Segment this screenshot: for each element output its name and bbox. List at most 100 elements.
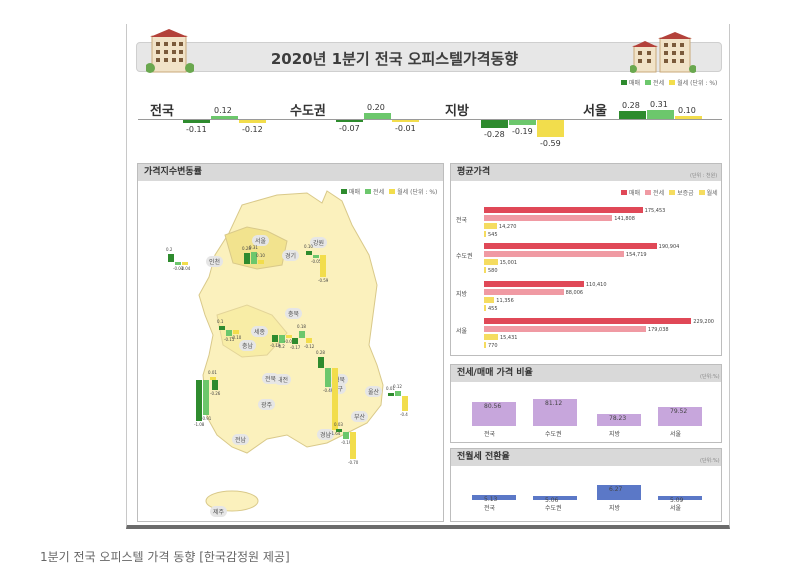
ratio-title: 전세/매매 가격 비율 — [451, 365, 721, 382]
avg-bar — [484, 231, 486, 237]
map-bar — [388, 393, 394, 396]
region-label-national: 전국 — [150, 104, 174, 119]
ratio-unit: (단위:%) — [700, 374, 720, 380]
legend-swatch-jeonse — [645, 80, 652, 85]
summary-value-label: -0.19 — [512, 127, 533, 137]
ratio-bar — [658, 407, 702, 426]
map-bar — [350, 432, 356, 459]
avg-bar — [484, 318, 692, 324]
map-bar-label: -0.19 — [270, 343, 281, 349]
map-region-label: 충남 — [239, 340, 257, 351]
avg-legend-swatch-jeonse — [645, 190, 652, 195]
avg-bar — [484, 297, 495, 303]
map-bar-label: -0.04 — [180, 266, 191, 271]
conversion-bar — [597, 485, 641, 500]
conversion-title: 전월세 전환율 — [451, 449, 721, 466]
legend-jeonse: 전세 — [653, 80, 665, 87]
title-bar — [136, 42, 722, 72]
avg-bar — [484, 267, 486, 273]
avg-bar — [484, 305, 486, 311]
summary-value-label: -0.07 — [339, 124, 360, 133]
ratio-value-label: 78.23 — [609, 415, 627, 423]
ratio-category-label: 서울 — [670, 431, 682, 438]
map-bar-label: -0.12 — [304, 343, 315, 349]
map-bar — [313, 255, 319, 258]
ratio-category-label: 전국 — [484, 431, 496, 438]
summary-bar — [364, 113, 391, 119]
conversion-category-label: 수도권 — [545, 505, 562, 512]
map-bar — [219, 326, 225, 330]
avg-category-label: 서울 — [456, 328, 468, 335]
ratio-bar — [533, 398, 577, 426]
top-unit: (단위 : %) — [690, 80, 718, 87]
map-bar-label: -0.2 — [277, 343, 285, 349]
map-bar — [318, 357, 324, 368]
avg-bar — [484, 251, 624, 257]
avg-bar — [484, 342, 486, 348]
avg-value-label: 190,904 — [658, 244, 680, 250]
map-region-label: 서울 — [252, 235, 270, 246]
map-bar-label: -0.19 — [341, 440, 352, 446]
summary-bar — [336, 120, 363, 122]
summary-bar — [392, 120, 419, 122]
avg-bar — [484, 334, 498, 340]
summary-bar — [481, 120, 508, 128]
map-bar-label: -0.91 — [201, 415, 212, 421]
summary-value-label: 0.20 — [367, 103, 385, 113]
ratio-value-label: 81.12 — [545, 399, 563, 407]
map-bar — [226, 330, 232, 336]
index-legend-jeonse: 전세 — [373, 189, 385, 196]
avg-bar — [484, 281, 584, 287]
conversion-value-label: 6.27 — [609, 486, 623, 494]
avg-legend-deposit: 보증금 — [677, 190, 694, 197]
avg-value-label: 14,270 — [498, 224, 517, 230]
ratio-bar — [472, 401, 516, 426]
index-legend-swatch-sale — [341, 189, 347, 194]
avg-price-unit: (단위 : 천원) — [690, 173, 718, 179]
map-bar — [251, 252, 257, 264]
avg-value-label: 179,038 — [647, 327, 669, 333]
avg-value-label: 455 — [488, 306, 498, 312]
map-region-label: 전남 — [232, 434, 250, 445]
avg-legend-swatch-deposit — [669, 190, 676, 195]
index-legend-swatch-jeonse — [365, 189, 372, 194]
page-title: 2020년 1분기 전국 오피스텔가격동향 — [270, 50, 519, 68]
map-bar-label: 0.10 — [304, 244, 313, 250]
map-bar — [244, 253, 250, 264]
building-illustration-right — [630, 32, 696, 73]
summary-value-label: 0.28 — [622, 101, 640, 111]
conversion-category-label: 전국 — [484, 505, 496, 512]
map-bar-label: -0.70 — [348, 459, 359, 465]
avg-value-label: 154,719 — [625, 252, 647, 258]
map-bar-label: 0.28 — [242, 246, 251, 252]
map-bar-label: 0.18 — [297, 324, 306, 330]
legend-swatch-monthly — [669, 80, 676, 85]
map-bar — [212, 380, 218, 390]
avg-bar — [484, 215, 613, 221]
summary-value-label: -0.01 — [395, 124, 416, 133]
region-label-seoul: 서울 — [583, 104, 607, 119]
avg-legend-jeonse: 전세 — [653, 190, 665, 197]
avg-bar — [484, 243, 657, 249]
avg-value-label: 770 — [488, 343, 498, 349]
map-bar — [292, 338, 298, 345]
map-bar — [336, 429, 342, 432]
summary-bar — [211, 115, 238, 119]
map-bar — [320, 255, 326, 278]
conversion-panel: 전월세 전환율 — [450, 448, 722, 522]
avg-legend-swatch-sale — [621, 190, 627, 195]
map-bar — [299, 331, 305, 338]
index-legend-unit: (단위 : %) — [410, 189, 438, 196]
map-bar-label: 0.1 — [217, 319, 224, 325]
conversion-category-label: 서울 — [670, 505, 682, 512]
legend-monthly: 월세 — [677, 80, 689, 87]
map-bar-label: -0.15 — [224, 336, 235, 342]
top-legend: 매매 전세 월세 (단위 : %) — [618, 78, 717, 87]
avg-value-label: 15,001 — [499, 260, 518, 266]
map-bar-label: 0.31 — [249, 245, 258, 251]
avg-price-legend: 매매 전세 보증금 월세 — [618, 188, 718, 197]
ratio-value-label: 80.56 — [484, 402, 502, 410]
building-illustration-left — [146, 29, 194, 73]
map-bar — [168, 254, 174, 262]
conversion-value-label: 5.13 — [484, 496, 498, 504]
